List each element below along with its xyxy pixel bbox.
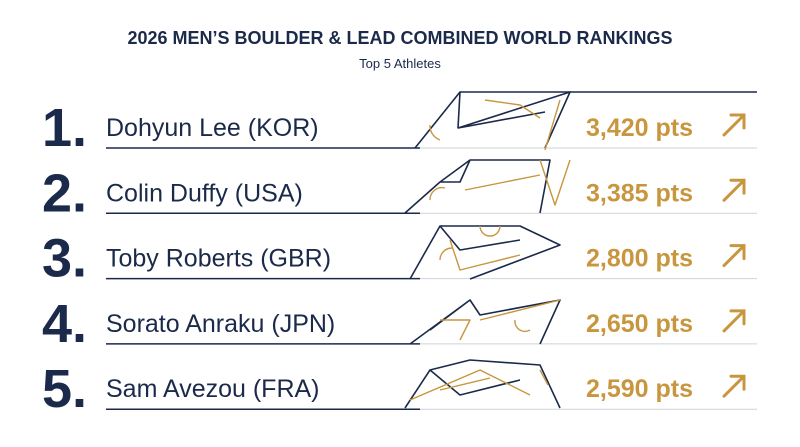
rank: 3.: [42, 229, 87, 289]
rank: 4.: [42, 294, 87, 354]
rank: 2.: [42, 163, 87, 223]
points: 2,590 pts: [586, 375, 693, 403]
hold-accent: [439, 225, 521, 271]
rank: 1.: [42, 98, 87, 158]
hold-outline: [404, 359, 561, 409]
athlete-name: Sam Avezou (FRA): [106, 375, 320, 403]
hold-outline: [404, 159, 551, 214]
rows: 1. Dohyun Lee (KOR) 3,420 pts 2. Colin Duffy…: [42, 91, 757, 419]
hold-outline: [414, 91, 571, 149]
hold-outline: [409, 225, 561, 280]
points: 3,385 pts: [586, 179, 693, 207]
hold-accent: [409, 369, 549, 401]
points: 2,800 pts: [586, 245, 693, 273]
points: 3,420 pts: [586, 114, 693, 142]
hold-accent: [429, 99, 561, 151]
athlete-name: Toby Roberts (GBR): [106, 245, 331, 273]
hold-accent: [429, 159, 571, 206]
title: 2026 MEN’S BOULDER & LEAD COMBINED WORLD…: [127, 28, 672, 48]
trend-arrow: [722, 309, 746, 333]
trend-arrow: [722, 113, 746, 137]
athlete-name: Sorato Anraku (JPN): [106, 310, 335, 338]
trend-arrow: [722, 244, 746, 268]
athlete-name: Dohyun Lee (KOR): [106, 114, 319, 142]
hold-accent: [440, 299, 561, 341]
trend-arrow: [722, 374, 746, 398]
hold-outline: [409, 299, 561, 345]
points: 2,650 pts: [586, 310, 693, 338]
athlete-name: Colin Duffy (USA): [106, 179, 303, 207]
subtitle: Top 5 Athletes: [359, 56, 441, 71]
trend-arrow: [722, 178, 746, 202]
rank: 5.: [42, 359, 87, 419]
